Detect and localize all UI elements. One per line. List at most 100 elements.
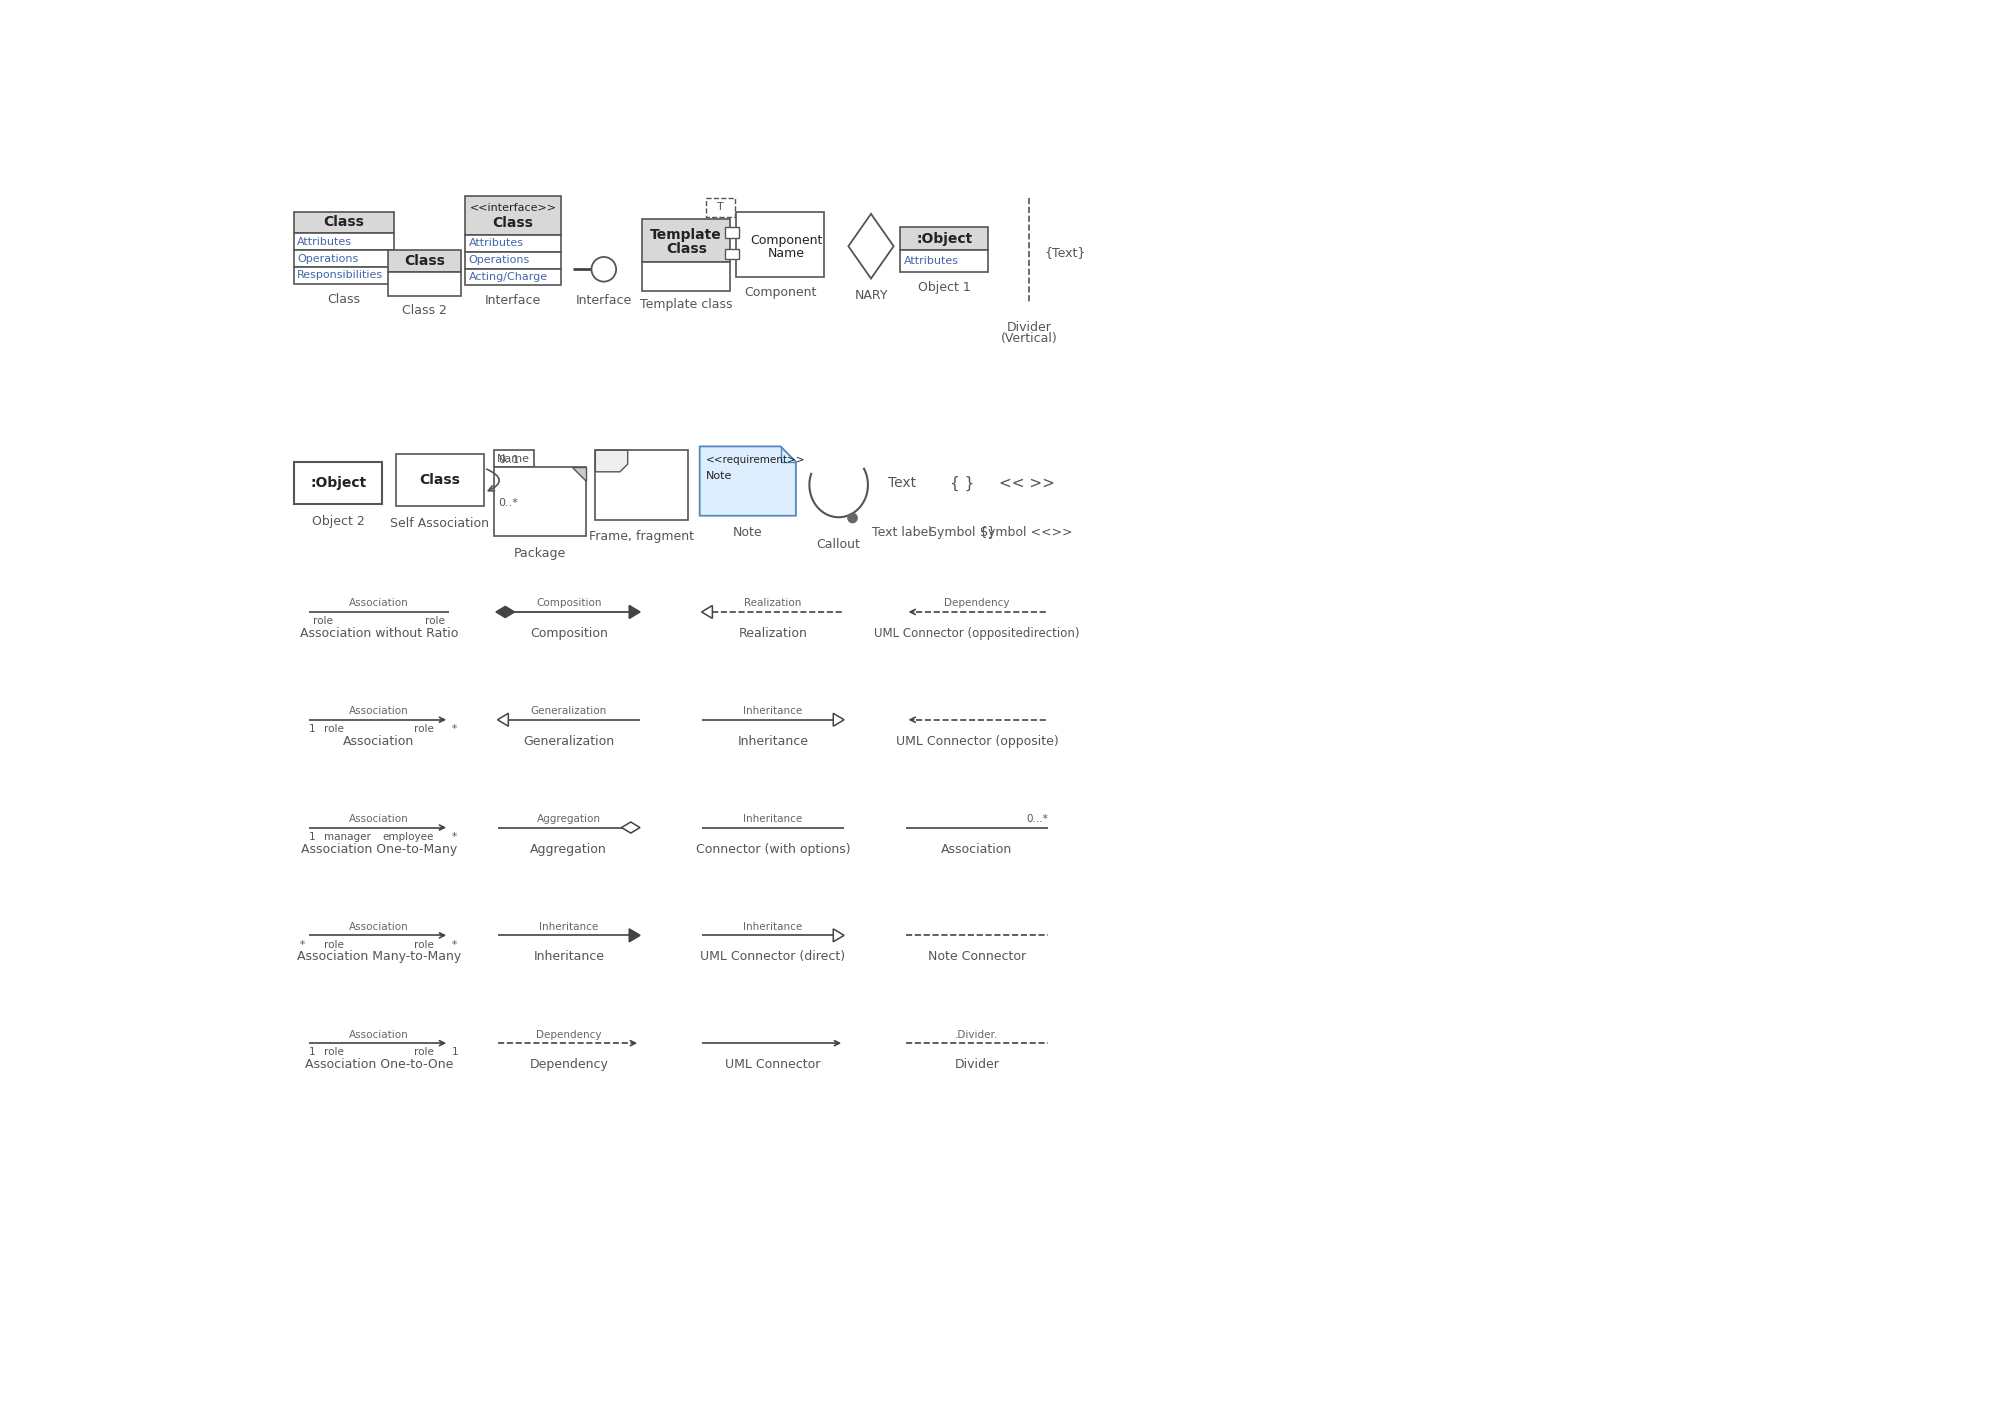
Text: employee: employee [382,832,434,842]
Text: 1: 1 [452,1048,458,1058]
Text: Connector (with options): Connector (with options) [696,843,850,856]
Text: Association: Association [350,598,408,609]
Text: Association: Association [350,1029,408,1039]
Text: 1: 1 [308,832,316,842]
Polygon shape [700,447,796,516]
Bar [494,450,534,467]
Bar [642,262,730,290]
Text: Composition: Composition [536,598,602,609]
Text: Divider: Divider [954,1059,1000,1072]
Text: role: role [414,1048,434,1058]
Text: role: role [414,939,434,949]
Text: Operations: Operations [468,255,530,265]
Text: Attributes: Attributes [298,237,352,247]
Text: Dependency: Dependency [536,1029,602,1039]
Text: *: * [452,939,456,949]
Text: Object 1: Object 1 [918,281,970,293]
Text: << >>: << >> [998,475,1054,491]
Text: Component: Component [750,234,822,247]
Text: Class: Class [404,254,444,268]
Text: Dependency: Dependency [530,1059,608,1072]
Bar [464,196,562,234]
Text: 0...*: 0...* [1026,814,1048,823]
Text: { }: { } [950,475,974,491]
Bar [642,219,730,262]
Bar [464,268,562,285]
Bar [900,227,988,250]
Polygon shape [630,929,640,942]
Text: Text: Text [888,477,916,491]
Text: Aggregation: Aggregation [536,814,600,823]
Text: Association One-to-Many: Association One-to-Many [300,843,458,856]
Text: *: * [452,723,456,735]
Text: Aggregation: Aggregation [530,843,608,856]
Text: Composition: Composition [530,627,608,640]
Text: Class: Class [420,474,460,488]
Text: Name: Name [498,454,530,464]
Text: .Divider.: .Divider. [956,1029,998,1039]
Text: Inheritance: Inheritance [738,735,808,747]
Text: Inheritance: Inheritance [744,922,802,932]
Text: Association: Association [344,735,414,747]
Polygon shape [702,605,712,619]
Bar [388,272,460,296]
Text: T: T [718,202,724,212]
Text: Symbol <<>>: Symbol <<>> [980,526,1072,539]
Bar [294,233,394,250]
Text: Class: Class [324,216,364,230]
Text: Note: Note [732,526,762,539]
Text: Note Connector: Note Connector [928,950,1026,963]
Text: role: role [324,939,344,949]
Text: Association: Association [350,814,408,823]
Text: Association: Association [350,706,408,716]
Text: Class: Class [492,216,534,230]
Bar [736,212,824,276]
Text: :Object: :Object [310,475,366,489]
Text: Callout: Callout [816,537,860,551]
Polygon shape [834,929,844,942]
Text: Frame, fragment: Frame, fragment [590,530,694,543]
Text: Template: Template [650,227,722,241]
Text: Interface: Interface [576,293,632,306]
Bar [294,212,394,233]
Text: Responsibilities: Responsibilities [298,271,384,281]
Text: Inheritance: Inheritance [540,922,598,932]
Text: Object 2: Object 2 [312,515,364,527]
Text: Self Association: Self Association [390,517,490,530]
Text: Attributes: Attributes [468,238,524,248]
Polygon shape [498,713,508,726]
Text: Note: Note [706,471,732,481]
Text: Association: Association [350,922,408,932]
Text: Component: Component [744,286,816,299]
Bar [726,227,738,238]
Text: Symbol {}: Symbol {} [928,526,996,539]
Polygon shape [630,605,640,619]
Text: UML Connector (oppositedirection): UML Connector (oppositedirection) [874,627,1080,640]
Bar [294,462,382,505]
Text: *: * [452,832,456,842]
Bar [596,450,688,519]
Polygon shape [622,822,640,833]
Bar [900,250,988,272]
Text: Generalization: Generalization [530,706,606,716]
FancyArrowPatch shape [486,470,500,491]
Text: Association One-to-One: Association One-to-One [304,1059,454,1072]
Text: manager: manager [324,832,372,842]
Text: 0..1: 0..1 [498,455,520,465]
Text: Divider: Divider [1006,320,1052,334]
Text: (Vertical): (Vertical) [1000,333,1058,345]
Text: Class 2: Class 2 [402,303,446,317]
Text: Association: Association [942,843,1012,856]
Text: Interface: Interface [484,295,542,307]
Bar [494,467,586,536]
Text: Association without Ratio: Association without Ratio [300,627,458,640]
Text: Realization: Realization [738,627,808,640]
Text: *: * [300,939,306,949]
Text: Name: Name [768,247,804,261]
Text: <<interface>>: <<interface>> [470,203,556,213]
Text: Inheritance: Inheritance [744,706,802,716]
Bar [464,234,562,251]
Circle shape [848,513,858,523]
Text: Package: Package [514,547,566,560]
Text: Class: Class [666,241,706,255]
